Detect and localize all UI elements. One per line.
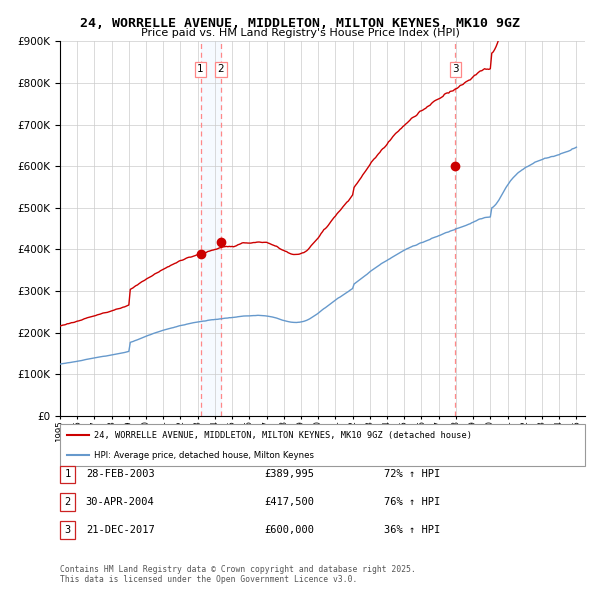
Text: 36% ↑ HPI: 36% ↑ HPI	[384, 525, 440, 535]
Text: 76% ↑ HPI: 76% ↑ HPI	[384, 497, 440, 507]
Text: Contains HM Land Registry data © Crown copyright and database right 2025.
This d: Contains HM Land Registry data © Crown c…	[60, 565, 416, 584]
Text: 24, WORRELLE AVENUE, MIDDLETON, MILTON KEYNES, MK10 9GZ: 24, WORRELLE AVENUE, MIDDLETON, MILTON K…	[80, 17, 520, 30]
Text: 72% ↑ HPI: 72% ↑ HPI	[384, 470, 440, 479]
Text: 1: 1	[64, 470, 71, 479]
Text: £417,500: £417,500	[264, 497, 314, 507]
Text: 28-FEB-2003: 28-FEB-2003	[86, 470, 155, 479]
Text: HPI: Average price, detached house, Milton Keynes: HPI: Average price, detached house, Milt…	[94, 451, 314, 460]
Text: £389,995: £389,995	[264, 470, 314, 479]
Text: 3: 3	[452, 64, 459, 74]
Text: £600,000: £600,000	[264, 525, 314, 535]
Text: 1: 1	[197, 64, 204, 74]
Text: 2: 2	[217, 64, 224, 74]
Text: Price paid vs. HM Land Registry's House Price Index (HPI): Price paid vs. HM Land Registry's House …	[140, 28, 460, 38]
Text: 30-APR-2004: 30-APR-2004	[86, 497, 155, 507]
Bar	[200, 41, 221, 416]
Text: 3: 3	[64, 525, 71, 535]
Text: 2: 2	[64, 497, 71, 507]
Text: 24, WORRELLE AVENUE, MIDDLETON, MILTON KEYNES, MK10 9GZ (detached house): 24, WORRELLE AVENUE, MIDDLETON, MILTON K…	[94, 431, 472, 440]
Text: 21-DEC-2017: 21-DEC-2017	[86, 525, 155, 535]
